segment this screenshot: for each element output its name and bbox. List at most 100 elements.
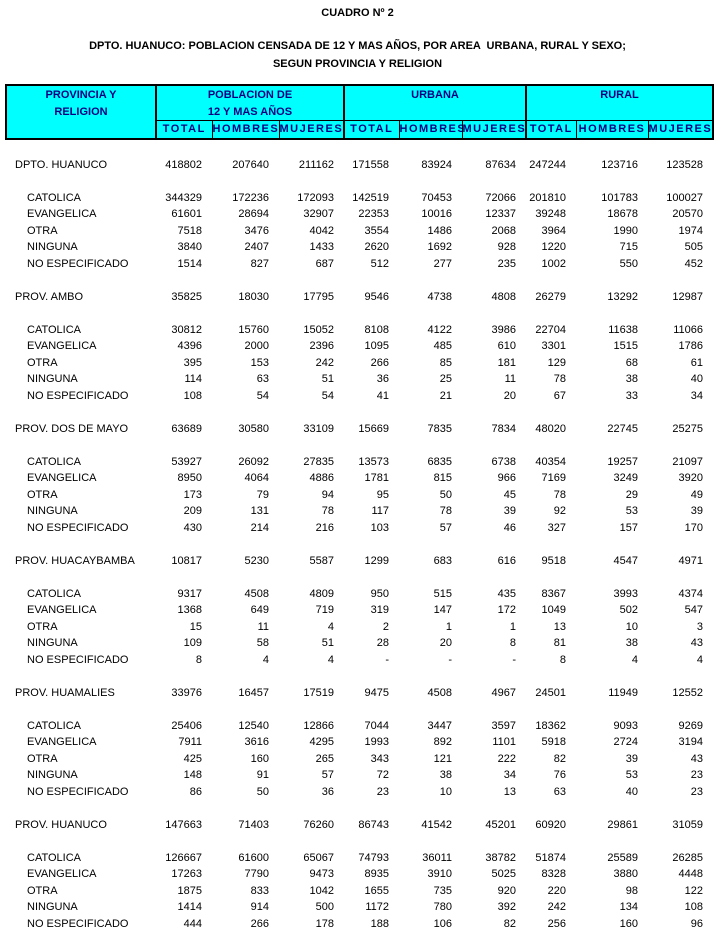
religion-row: NINGUNA 209 131 78 117 78 39 92 53 39 <box>5 503 712 520</box>
value-cell: 65067 <box>303 851 334 864</box>
religion-row: EVANGELICA 7911 3616 4295 1993 892 1101 5918 272… <box>5 734 712 751</box>
value-cell: 4122 <box>427 323 452 336</box>
value-cell: 4 <box>262 653 269 666</box>
page-title: CUADRO Nº 2 <box>321 7 394 19</box>
value-cell: 485 <box>433 340 452 352</box>
value-cell: 222 <box>497 752 516 765</box>
religion-row: NO ESPECIFICADO 8 4 4 - - - 8 4 4 <box>5 652 712 669</box>
value-cell: 25589 <box>607 851 638 864</box>
value-cell: 649 <box>250 604 269 616</box>
value-cell: 3920 <box>678 472 703 484</box>
header-subcol-rural-mujeres: MUJERES <box>647 120 714 139</box>
religion-label: EVANGELICA <box>27 340 97 352</box>
value-cell: 610 <box>497 340 516 352</box>
value-cell: 51874 <box>535 851 566 864</box>
value-cell: 719 <box>315 604 334 616</box>
value-cell: 23 <box>690 769 703 781</box>
value-cell: 8108 <box>364 323 389 336</box>
value-cell: 85 <box>439 356 452 369</box>
value-cell: 178 <box>315 917 334 930</box>
value-cell: 928 <box>497 241 516 253</box>
religion-row: NO ESPECIFICADO 108 54 54 41 21 20 67 33 34 <box>5 388 712 405</box>
value-cell: 23 <box>690 785 703 798</box>
value-cell: 61 <box>690 356 703 369</box>
value-cell: 46 <box>503 521 516 534</box>
value-cell: 9518 <box>541 554 566 567</box>
value-cell: 134 <box>619 901 638 913</box>
value-cell: - <box>512 653 516 666</box>
value-cell: 715 <box>619 241 638 253</box>
value-cell: 131 <box>250 505 269 517</box>
religion-row: CATOLICA 126667 61600 65067 74793 36011 38782 5… <box>5 850 712 867</box>
value-cell: 220 <box>547 884 566 897</box>
header-provincia-religion: PROVINCIA Y RELIGION <box>6 85 156 139</box>
province-row: PROV. HUANUCO 147663 71403 76260 86743 41542 4… <box>5 817 712 834</box>
value-cell: 8 <box>559 653 566 666</box>
religion-label: NINGUNA <box>27 505 78 517</box>
value-cell: 550 <box>619 257 638 270</box>
value-cell: 4042 <box>309 224 334 237</box>
value-cell: 1433 <box>309 241 334 253</box>
value-cell: 25 <box>439 373 452 385</box>
value-cell: 51 <box>321 373 334 385</box>
value-cell: 277 <box>433 257 452 270</box>
value-cell: 242 <box>547 901 566 913</box>
value-cell: 153 <box>250 356 269 369</box>
value-cell: 12866 <box>303 719 334 732</box>
religion-label: NO ESPECIFICADO <box>27 389 129 402</box>
religion-row: NINGUNA 114 63 51 36 25 11 78 38 40 <box>5 371 712 388</box>
value-cell: 683 <box>433 554 452 567</box>
value-cell: 8950 <box>177 472 202 484</box>
religion-label: NINGUNA <box>27 769 78 781</box>
religion-row: EVANGELICA 17263 7790 9473 8935 3910 5025 8328 3… <box>5 866 712 883</box>
value-cell: 123528 <box>666 158 703 171</box>
value-cell: - <box>385 653 389 666</box>
value-cell: 4508 <box>427 686 452 699</box>
value-cell: 18678 <box>607 208 638 220</box>
table-body: DPTO. HUANUCO 418802 207640 211162 171558 839… <box>5 140 712 932</box>
religion-row: OTRA 1875 833 1042 1655 735 920 220 98 122 <box>5 883 712 900</box>
value-cell: 512 <box>370 257 389 270</box>
province-label: PROV. DOS DE MAYO <box>15 422 129 435</box>
value-cell: 7835 <box>427 422 452 435</box>
value-cell: 7834 <box>491 422 516 435</box>
value-cell: 3880 <box>613 868 638 880</box>
value-cell: 157 <box>619 521 638 534</box>
value-cell: 235 <box>497 257 516 270</box>
value-cell: 4971 <box>678 554 703 567</box>
value-cell: 32907 <box>303 208 334 220</box>
value-cell: 1875 <box>177 884 202 897</box>
value-cell: 5587 <box>309 554 334 567</box>
value-cell: 343 <box>370 752 389 765</box>
value-cell: 1049 <box>541 604 566 616</box>
value-cell: 7044 <box>364 719 389 732</box>
value-cell: 211162 <box>298 158 334 171</box>
value-cell: 1172 <box>365 901 389 913</box>
religion-row: OTRA 173 79 94 95 50 45 78 29 49 <box>5 487 712 504</box>
value-cell: 11638 <box>608 323 638 336</box>
spacer-cell <box>5 305 712 322</box>
spacer-cell <box>5 404 712 421</box>
value-cell: 103 <box>370 521 389 534</box>
value-cell: 8328 <box>541 868 566 880</box>
value-cell: 207640 <box>232 158 269 171</box>
header-group-rural: RURAL <box>525 85 714 121</box>
header-subcol-rural-hombres: HOMBRES <box>575 120 649 139</box>
province-label: DPTO. HUANUCO <box>15 158 108 171</box>
value-cell: 41542 <box>421 818 452 831</box>
value-cell: 172236 <box>232 191 269 204</box>
value-cell: 2 <box>382 620 389 633</box>
value-cell: 67 <box>553 389 566 402</box>
value-cell: 43 <box>690 637 703 649</box>
value-cell: 18362 <box>535 719 566 732</box>
value-cell: 86743 <box>358 818 389 831</box>
value-cell: 3840 <box>177 241 202 253</box>
spacer-cell <box>5 272 712 289</box>
value-cell: 5025 <box>491 868 516 880</box>
value-cell: 3616 <box>244 736 269 748</box>
value-cell: 96 <box>690 917 703 930</box>
value-cell: 1486 <box>427 224 452 237</box>
value-cell: 5230 <box>244 554 269 567</box>
religion-row: NINGUNA 148 91 57 72 38 34 76 53 23 <box>5 767 712 784</box>
